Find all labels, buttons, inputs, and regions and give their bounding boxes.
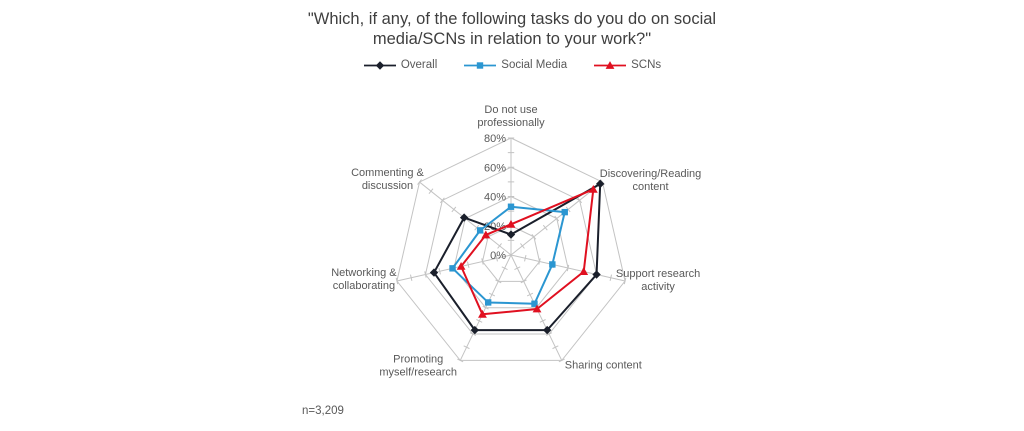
axis-tick: [526, 292, 534, 297]
axis-tick: [482, 305, 489, 310]
axis-tick: [623, 277, 627, 285]
radial-tick-label-0: 0%: [490, 250, 506, 262]
axis-tick: [497, 243, 502, 249]
axis-label-promoting-myself-research: Promoting myself/research: [379, 353, 457, 378]
axis-label-sharing-content: Sharing content: [565, 359, 642, 371]
diamond-marker-icon: [470, 325, 480, 335]
diamond-marker-icon: [506, 230, 516, 239]
grid-ring-20: [481, 225, 541, 282]
axis-tick: [524, 255, 527, 262]
legend-label-overall: Overall: [400, 59, 438, 71]
radar-plot-area: 0% 20% 40% 60% 80% Do not use professionally Di…: [280, 85, 740, 415]
axis-tick: [438, 268, 441, 275]
axis-tick: [520, 243, 525, 249]
axis-tick: [488, 292, 496, 297]
series-line-overall: [433, 182, 602, 332]
series-line-scns: [460, 188, 595, 316]
triangle-marker-icon: [579, 267, 589, 275]
triangle-marker-icon: [588, 184, 598, 193]
legend-item-overall: Overall: [363, 59, 437, 71]
series-line-social-media: [451, 205, 566, 305]
square-marker-icon: [549, 261, 556, 268]
square-marker-icon: [477, 61, 484, 69]
legend-item-scns: SCNs: [593, 59, 661, 71]
grid-ring-40: [453, 195, 569, 309]
grid-ring-60: [424, 166, 598, 335]
axis-tick: [545, 332, 553, 336]
series-social-media: [449, 203, 568, 307]
legend-swatch-overall: [363, 60, 396, 70]
triangle-marker-icon: [605, 60, 615, 69]
axis-label-support-research-activity: Support research activity: [616, 268, 700, 293]
axis-tick: [451, 206, 457, 213]
chart-title-text: "Which, if any, of the following tasks d…: [307, 10, 717, 49]
axis-tick: [558, 358, 565, 363]
axis-tick: [409, 274, 413, 282]
diamond-marker-icon: [429, 268, 439, 277]
axis-tick: [457, 358, 464, 363]
triangle-marker-icon: [532, 304, 542, 313]
axis-tick: [495, 279, 502, 284]
axis-tick: [417, 179, 422, 185]
legend-swatch-social-media: [464, 61, 497, 69]
axis-tick: [463, 345, 470, 350]
legend-swatch-scns: [594, 60, 627, 69]
square-marker-icon: [561, 208, 568, 216]
axis-tick: [469, 332, 477, 336]
axis-tick: [565, 206, 571, 213]
radar-chart-svg: 0%20%40%60%80%Do not use professionallyDi…: [331, 104, 702, 378]
axis-tick: [538, 258, 541, 265]
axis-tick: [542, 224, 548, 231]
radial-tick-label-80: 80%: [484, 133, 506, 145]
diamond-marker-icon: [375, 60, 385, 70]
square-marker-icon: [507, 203, 515, 210]
series-scns: [456, 184, 598, 318]
grid-ring-80: [396, 137, 626, 361]
radial-tick-label-60: 60%: [484, 162, 506, 174]
axis-tick: [609, 274, 613, 282]
legend-item-social-media: Social Media: [463, 59, 567, 71]
triangle-marker-icon: [478, 309, 487, 318]
triangle-marker-icon: [506, 219, 516, 228]
diamond-marker-icon: [459, 213, 469, 222]
axis-tick: [554, 215, 560, 222]
axis-tick: [395, 277, 399, 285]
square-marker-icon: [449, 265, 456, 272]
axis-tick: [476, 319, 483, 323]
axis-tick: [552, 345, 559, 350]
radial-tick-label-40: 40%: [484, 192, 506, 204]
axis-tick: [577, 197, 582, 204]
axis-tick: [440, 197, 445, 204]
square-marker-icon: [484, 299, 492, 306]
axis-tick: [495, 255, 498, 262]
triangle-marker-icon: [456, 261, 466, 270]
axis-tick: [520, 279, 527, 284]
axis-label-networking-collaborating: Networking & collaborating: [331, 267, 397, 292]
legend-label-social-media: Social Media: [501, 59, 568, 71]
axis-tick: [531, 233, 537, 240]
axis-label-do-not-use-professionally: Do not use professionally: [477, 104, 545, 129]
axis-tick: [566, 264, 570, 272]
triangle-marker-icon: [481, 230, 491, 239]
axis-tick: [481, 258, 484, 265]
square-marker-icon: [476, 227, 484, 234]
chart-legend: Overall Social Media SCNs: [0, 57, 1024, 73]
axis-tick: [467, 261, 470, 268]
square-marker-icon: [531, 300, 538, 307]
axis-tick: [424, 271, 427, 278]
axis-tick: [514, 266, 521, 271]
axis-label-discovering-reading-content: Discovering/Reading content: [600, 168, 702, 193]
axis-tick: [428, 188, 434, 194]
axis-tick: [474, 224, 480, 231]
sample-size-footnote: n=3,209: [302, 405, 344, 417]
axis-tick: [539, 319, 546, 323]
axis-tick: [501, 266, 508, 271]
legend-label-scns: SCNs: [631, 59, 662, 71]
chart-title: "Which, if any, of the following tasks d…: [0, 9, 1024, 49]
axis-label-commenting-discussion: Commenting & discussion: [351, 167, 424, 192]
